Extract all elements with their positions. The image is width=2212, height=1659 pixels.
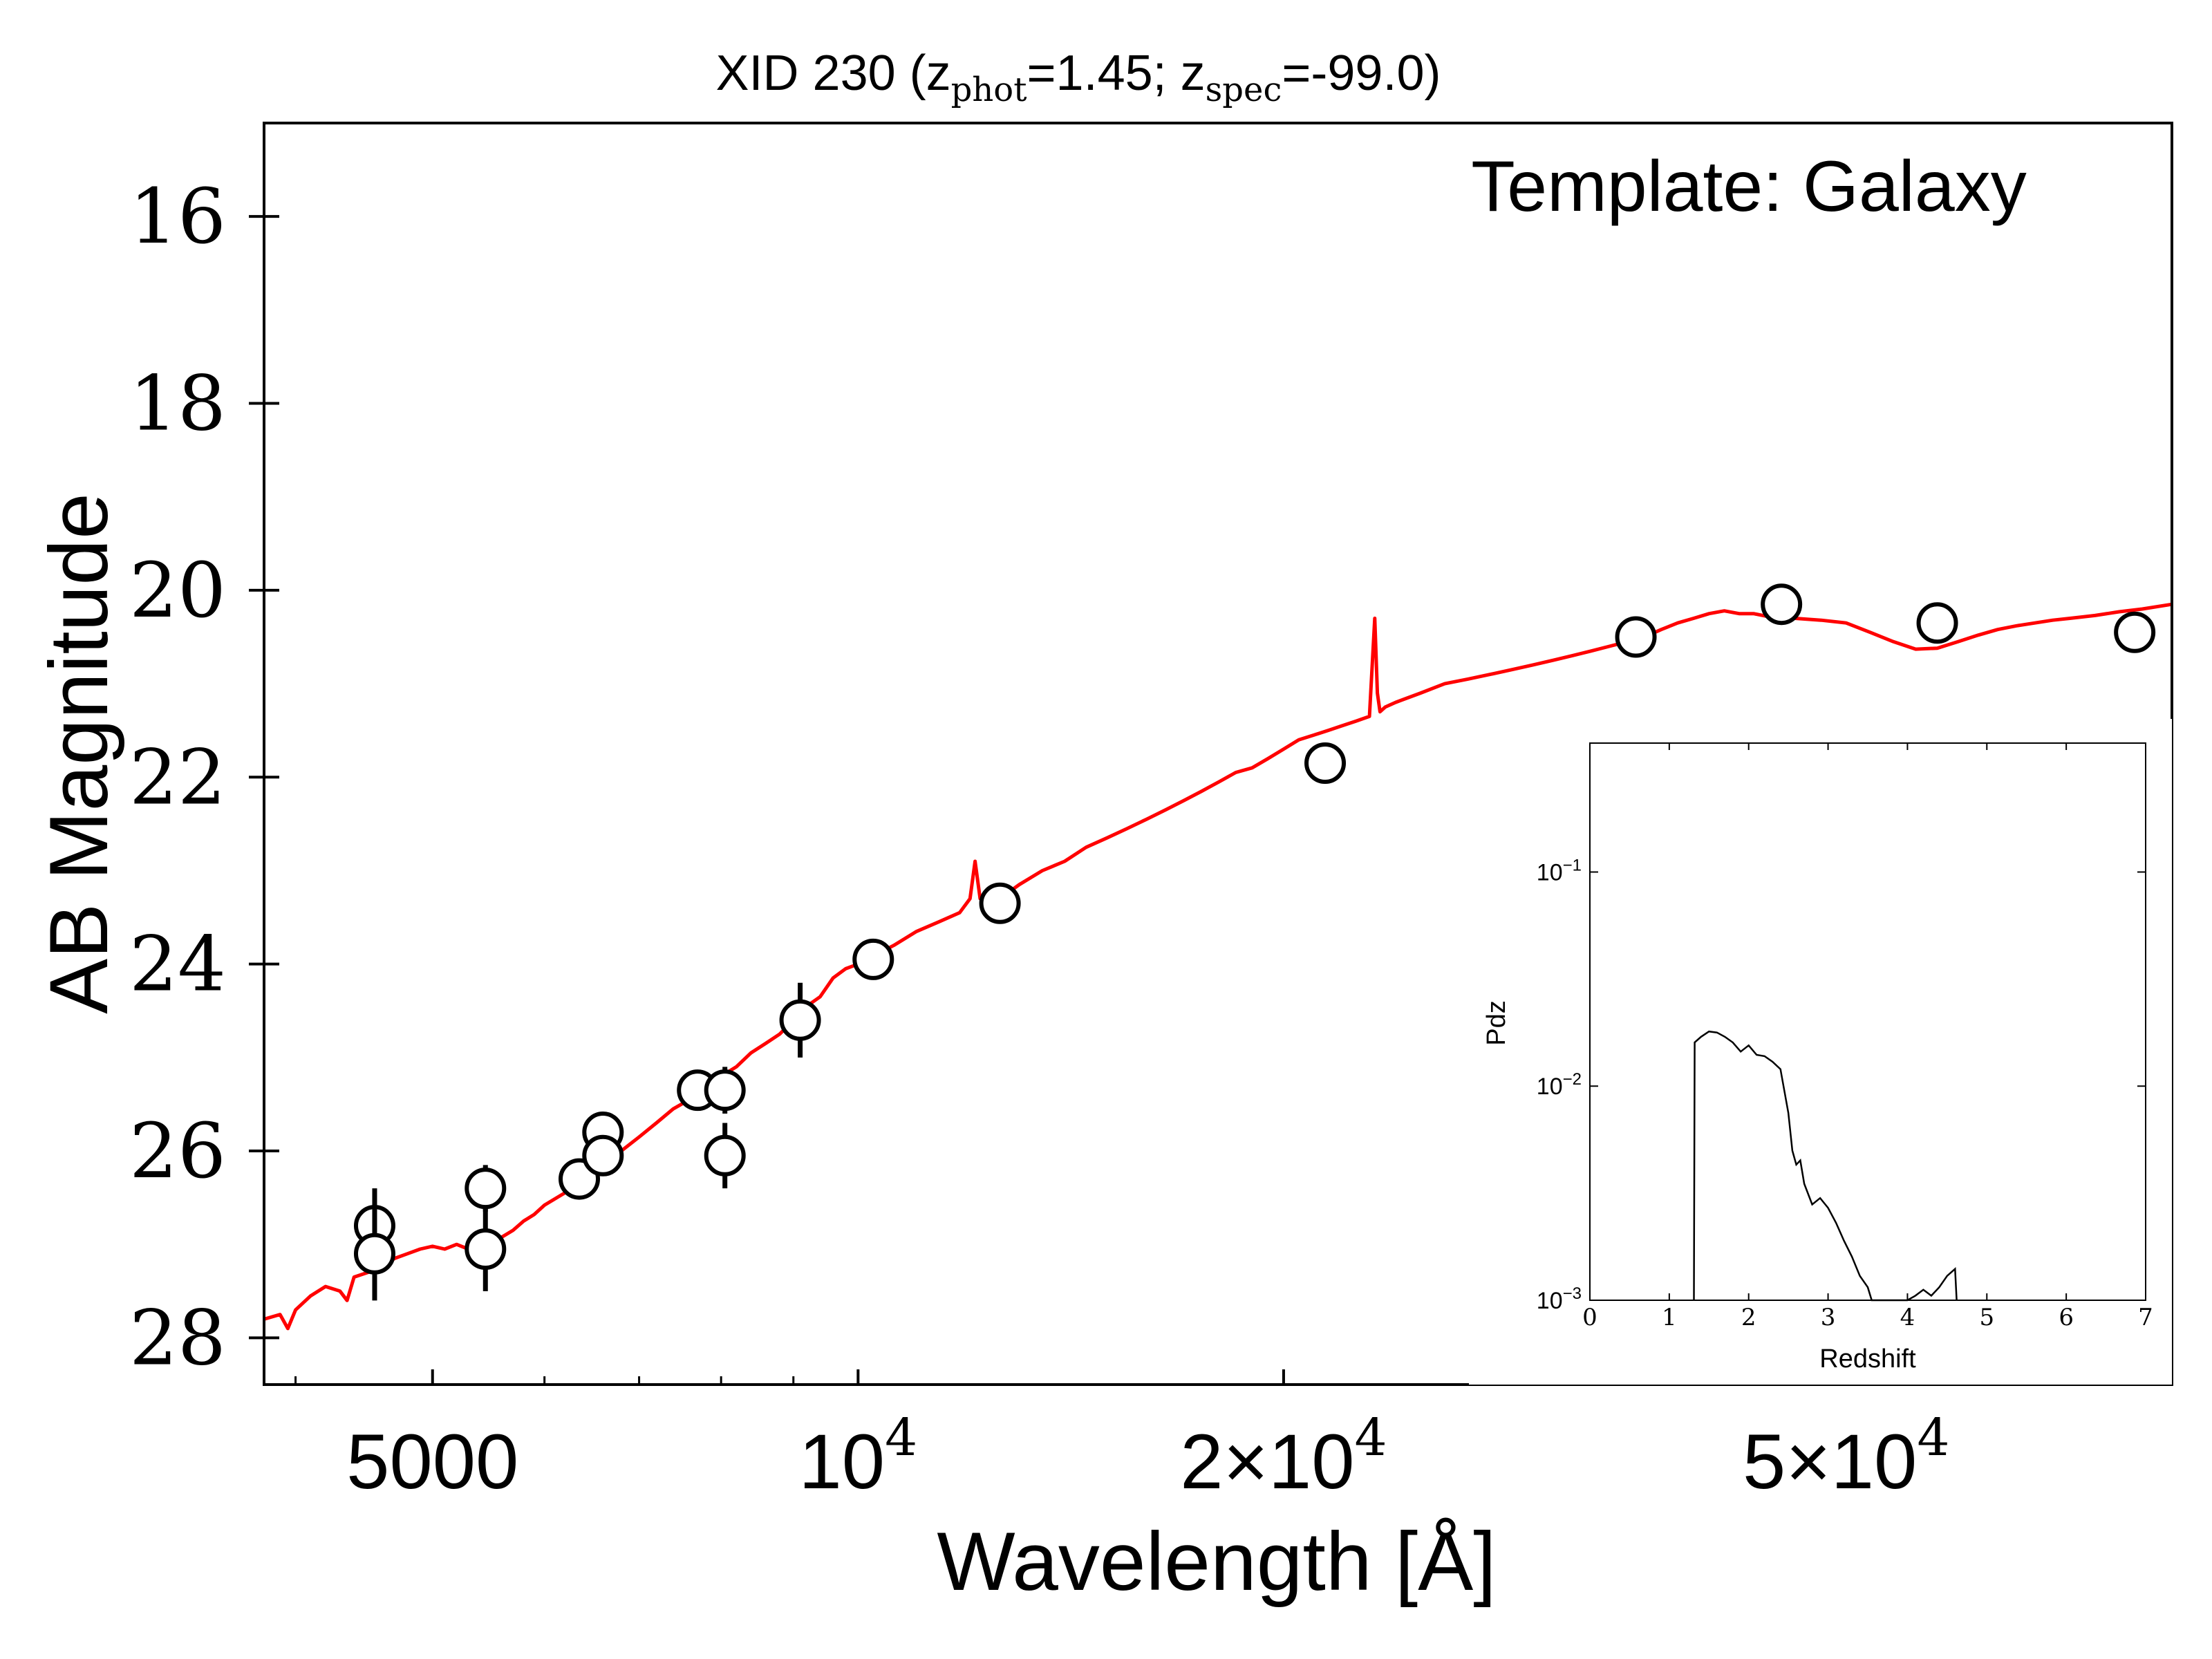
y-axis: 16 18 20 22 24 26 28 — [129, 172, 279, 1382]
photometry-point — [353, 1207, 395, 1301]
x-tick-label: 2×104 — [1180, 1408, 1387, 1505]
data-marker — [779, 999, 821, 1041]
photometry-point — [852, 938, 894, 980]
pdz-inset: 0 1 2 3 4 5 6 7 10−1 10−2 10−3 Redshift Pdz — [1469, 719, 2172, 1385]
inset-y-axis: 10−1 10−2 10−3 — [1537, 856, 2146, 1314]
y-tick-label: 26 — [129, 1107, 226, 1195]
photometry-points — [353, 583, 2156, 1301]
data-marker — [2114, 611, 2156, 653]
inset-background — [1469, 719, 2172, 1385]
inset-x-tick-label: 0 — [1582, 1304, 1597, 1331]
x-axis-label: Wavelength [Å] — [937, 1515, 1496, 1608]
data-marker — [1615, 616, 1657, 658]
photometry-point — [979, 882, 1021, 924]
photometry-point — [465, 1207, 507, 1291]
inset-x-tick-label: 2 — [1741, 1304, 1756, 1331]
y-tick-label: 24 — [129, 920, 226, 1009]
pdz-curve — [1693, 1030, 1958, 1302]
photometry-point — [465, 1165, 507, 1212]
inset-y-tick-label: 10−3 — [1537, 1284, 1582, 1314]
data-marker — [582, 1134, 624, 1177]
data-marker — [1304, 742, 1347, 785]
inset-x-axis: 0 1 2 3 4 5 6 7 — [1582, 743, 2153, 1331]
data-marker — [1916, 602, 1958, 644]
data-marker — [465, 1168, 507, 1210]
photometry-point — [1916, 602, 1958, 644]
y-tick-label: 18 — [129, 359, 226, 448]
data-marker — [852, 938, 894, 980]
inset-frame — [1589, 742, 2146, 1301]
inset-x-tick-label: 3 — [1821, 1304, 1836, 1331]
inset-x-tick-label: 5 — [1979, 1304, 1994, 1331]
data-marker — [1761, 583, 1803, 626]
pdz-line — [1693, 1030, 1958, 1302]
x-axis: 5000 104 2×104 5×104 — [294, 1369, 2136, 1505]
data-marker — [353, 1232, 395, 1275]
inset-x-tick-label: 1 — [1662, 1304, 1677, 1331]
y-tick-label: 20 — [129, 546, 226, 635]
data-marker — [704, 1134, 746, 1177]
x-tick-label: 104 — [799, 1408, 918, 1505]
inset-y-tick-label: 10−1 — [1537, 856, 1582, 885]
photometry-point — [2114, 611, 2156, 653]
y-tick-label: 22 — [129, 733, 226, 821]
y-axis-label: AB Magnitude — [32, 493, 125, 1014]
photometry-point — [704, 1123, 746, 1189]
data-marker — [704, 1069, 746, 1112]
inset-x-tick-label: 6 — [2059, 1304, 2074, 1331]
photometry-point — [1761, 583, 1803, 626]
x-tick-label: 5×104 — [1743, 1408, 1949, 1505]
template-annotation: Template: Galaxy — [1471, 147, 2026, 227]
chart-title: XID 230 (zphot=1.45; zspec=-99.0) — [716, 46, 1441, 109]
x-tick-label: 5000 — [346, 1418, 518, 1505]
photometry-point — [582, 1134, 624, 1177]
inset-x-tick-label: 7 — [2138, 1304, 2153, 1331]
y-tick-label: 16 — [129, 172, 226, 261]
inset-y-tick-label: 10−2 — [1537, 1070, 1582, 1100]
data-marker — [979, 882, 1021, 924]
inset-y-label: Pdz — [1482, 1000, 1511, 1045]
inset-x-tick-label: 4 — [1900, 1304, 1915, 1331]
y-tick-label: 28 — [129, 1293, 226, 1382]
data-marker — [465, 1228, 507, 1270]
photometry-point — [704, 1067, 746, 1114]
inset-x-label: Redshift — [1819, 1344, 1916, 1374]
photometry-point — [1615, 616, 1657, 658]
photometry-point — [779, 982, 821, 1058]
photometry-point — [1304, 742, 1347, 785]
